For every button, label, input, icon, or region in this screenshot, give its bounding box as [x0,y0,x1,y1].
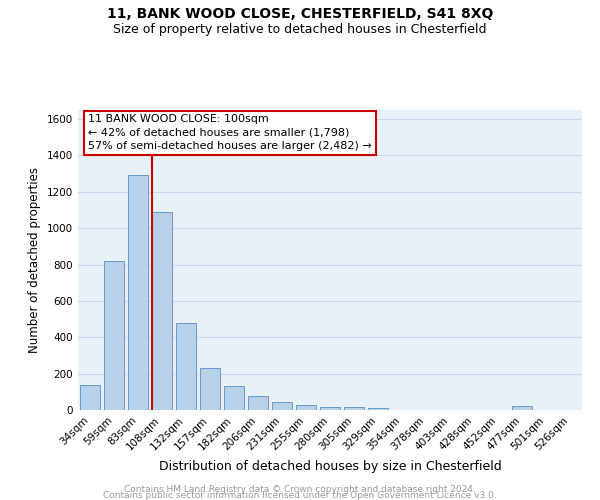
Bar [128,176,148,410]
Bar [200,368,220,410]
Text: 11 BANK WOOD CLOSE: 100sqm
← 42% of detached houses are smaller (1,798)
57% of s: 11 BANK WOOD CLOSE: 100sqm ← 42% of deta… [88,114,372,151]
Bar [176,322,196,410]
X-axis label: Distribution of detached houses by size in Chesterfield: Distribution of detached houses by size … [158,460,502,473]
Text: Contains HM Land Registry data © Crown copyright and database right 2024.: Contains HM Land Registry data © Crown c… [124,485,476,494]
Y-axis label: Number of detached properties: Number of detached properties [28,167,41,353]
Bar [512,406,532,410]
Bar [296,406,316,410]
Bar [104,261,124,410]
Bar [344,408,364,410]
Bar [368,408,388,410]
Bar [272,402,292,410]
Text: Contains public sector information licensed under the Open Government Licence v3: Contains public sector information licen… [103,490,497,500]
Text: 11, BANK WOOD CLOSE, CHESTERFIELD, S41 8XQ: 11, BANK WOOD CLOSE, CHESTERFIELD, S41 8… [107,8,493,22]
Text: Size of property relative to detached houses in Chesterfield: Size of property relative to detached ho… [113,22,487,36]
Bar [320,408,340,410]
Bar [224,386,244,410]
Bar [248,396,268,410]
Bar [80,384,100,410]
Bar [152,212,172,410]
